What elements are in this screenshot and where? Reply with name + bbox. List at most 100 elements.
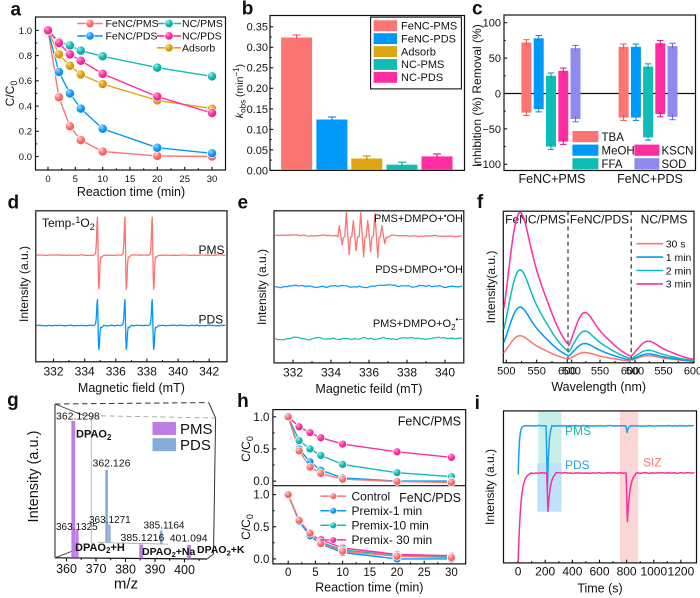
svg-text:1200: 1200: [668, 565, 695, 579]
svg-text:0: 0: [285, 567, 291, 579]
svg-text:0.5: 0.5: [253, 522, 269, 534]
svg-text:100: 100: [483, 18, 501, 30]
svg-text:5: 5: [312, 567, 318, 579]
svg-text:500: 500: [626, 365, 644, 377]
svg-text:500: 500: [563, 365, 581, 377]
svg-text:e: e: [238, 193, 249, 214]
svg-text:PDS: PDS: [199, 312, 224, 326]
svg-text:401.094: 401.094: [170, 533, 208, 545]
svg-text:Control: Control: [352, 489, 391, 503]
svg-text:30: 30: [207, 174, 218, 185]
svg-text:363.1271: 363.1271: [89, 515, 131, 526]
svg-text:MeOH: MeOH: [602, 146, 635, 158]
svg-text:KSCN: KSCN: [662, 146, 694, 158]
svg-text:Magnetic field (mT): Magnetic field (mT): [78, 381, 185, 395]
svg-text:0.4: 0.4: [19, 102, 32, 113]
svg-text:600: 600: [589, 565, 609, 579]
svg-text:C/C0: C/C0: [3, 81, 19, 107]
svg-text:800: 800: [617, 565, 637, 579]
svg-text:SOD: SOD: [662, 159, 687, 171]
svg-text:NC/PDS: NC/PDS: [182, 31, 222, 43]
svg-text:0: 0: [45, 174, 50, 185]
svg-text:−100: −100: [476, 159, 501, 171]
svg-text:334: 334: [321, 365, 341, 379]
svg-text:600: 600: [684, 365, 700, 377]
svg-text:30: 30: [445, 567, 458, 579]
svg-text:550: 550: [591, 365, 609, 377]
svg-text:334: 334: [75, 364, 95, 378]
svg-text:0.2: 0.2: [19, 127, 32, 138]
svg-text:2 min: 2 min: [666, 265, 692, 277]
svg-text:25: 25: [179, 174, 190, 185]
svg-text:340: 340: [168, 364, 188, 378]
svg-text:1000: 1000: [640, 565, 667, 579]
svg-text:DPAO2+K: DPAO2+K: [197, 544, 245, 557]
svg-text:0: 0: [495, 88, 501, 100]
svg-text:0: 0: [515, 565, 522, 579]
svg-text:PDS+DMPO+•OH: PDS+DMPO+•OH: [375, 263, 463, 277]
svg-text:FeNC+PDS: FeNC+PDS: [617, 172, 683, 186]
svg-text:FeNC+PMS: FeNC+PMS: [518, 172, 585, 186]
svg-text:200: 200: [535, 565, 555, 579]
svg-text:Intensity (a.u.): Intensity (a.u.): [255, 249, 269, 325]
svg-text:0.5: 0.5: [253, 444, 269, 456]
svg-text:338: 338: [137, 364, 157, 378]
svg-text:390: 390: [145, 563, 166, 577]
svg-text:PMS: PMS: [180, 421, 213, 438]
svg-text:0.0: 0.0: [19, 152, 32, 163]
svg-text:m/z: m/z: [114, 576, 138, 593]
svg-text:1.0: 1.0: [253, 490, 269, 502]
svg-text:FeNC/PMS: FeNC/PMS: [398, 414, 461, 428]
svg-text:400: 400: [174, 563, 195, 577]
svg-text:600: 600: [558, 365, 576, 377]
svg-text:FeNC/PDS: FeNC/PDS: [106, 31, 158, 43]
svg-text:PMS: PMS: [199, 243, 225, 257]
svg-text:332: 332: [283, 365, 303, 379]
svg-text:TBA: TBA: [602, 132, 625, 144]
svg-text:30 s: 30 s: [666, 239, 686, 251]
svg-text:1.0: 1.0: [253, 412, 269, 424]
svg-text:PDS: PDS: [180, 437, 211, 454]
svg-text:550: 550: [528, 365, 546, 377]
svg-text:336: 336: [359, 365, 379, 379]
svg-text:3 min: 3 min: [666, 279, 692, 291]
svg-text:550: 550: [654, 365, 672, 377]
svg-text:0.8: 0.8: [19, 51, 32, 62]
svg-text:FeNC-PMS: FeNC-PMS: [401, 21, 457, 33]
svg-text:15: 15: [125, 174, 136, 185]
svg-text:Premix- 30 min: Premix- 30 min: [352, 533, 433, 547]
svg-text:385.1216: 385.1216: [121, 532, 165, 544]
svg-text:d: d: [8, 193, 20, 214]
svg-text:0.35: 0.35: [247, 22, 268, 34]
svg-text:PMS+DMPO+O2•−: PMS+DMPO+O2•−: [373, 315, 464, 332]
svg-text:Magnetic feild (mT): Magnetic feild (mT): [315, 382, 422, 396]
svg-text:c: c: [472, 0, 483, 20]
svg-text:i: i: [475, 393, 480, 414]
svg-text:Reaction time (min): Reaction time (min): [77, 185, 185, 199]
svg-text:362.126: 362.126: [93, 457, 131, 469]
svg-text:Premix-1 min: Premix-1 min: [352, 504, 423, 518]
svg-text:332: 332: [43, 364, 63, 378]
svg-text:Adsorb: Adsorb: [182, 43, 215, 55]
svg-text:PMS+DMPO+•OH: PMS+DMPO+•OH: [374, 212, 463, 226]
svg-text:10: 10: [336, 567, 349, 579]
svg-text:0.0: 0.0: [253, 476, 269, 488]
svg-text:h: h: [237, 391, 249, 412]
svg-text:1.0: 1.0: [19, 26, 32, 37]
svg-text:FFA: FFA: [602, 159, 623, 171]
svg-text:NC/PMS: NC/PMS: [182, 18, 223, 30]
svg-text:0.20: 0.20: [247, 83, 268, 95]
svg-text:360: 360: [56, 562, 77, 576]
svg-text:Time (s): Time (s): [577, 581, 622, 595]
svg-text:FeNC/PDS: FeNC/PDS: [399, 491, 461, 505]
svg-text:Inhibition (%) Removal (%): Inhibition (%) Removal (%): [470, 24, 484, 167]
svg-text:Adsorb: Adsorb: [401, 46, 436, 58]
svg-text:Temp-1O2: Temp-1O2: [42, 215, 95, 232]
svg-text:500: 500: [497, 365, 515, 377]
svg-text:10: 10: [97, 174, 108, 185]
svg-text:25: 25: [418, 567, 431, 579]
svg-text:C/C0: C/C0: [239, 514, 255, 540]
svg-text:340: 340: [435, 365, 455, 379]
svg-text:DPAO2+H: DPAO2+H: [75, 542, 125, 555]
svg-text:f: f: [477, 192, 484, 213]
